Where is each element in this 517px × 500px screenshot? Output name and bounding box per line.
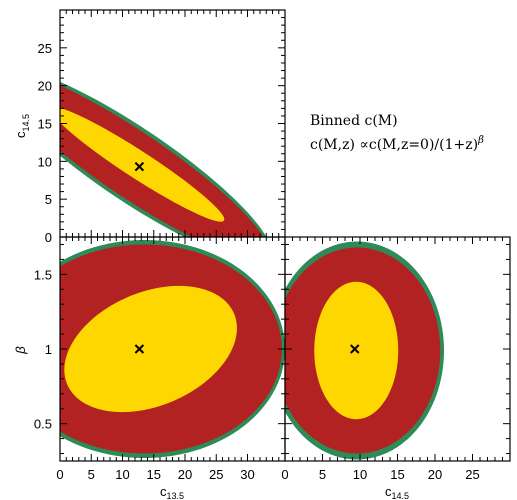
tick-label-c13-x: 20 — [178, 467, 192, 482]
tick-label-c14-x: 0 — [281, 467, 288, 482]
annotation-line2: c(M,z) ∝c(M,z=0)/(1+z)β — [310, 135, 484, 153]
xlabel-c13: c13.5 — [160, 484, 184, 500]
contour-inner-c13_vs_beta — [64, 285, 237, 413]
tick-label-c14-y: 10 — [38, 154, 52, 169]
tick-label-c14-x: 15 — [390, 467, 404, 482]
tick-label-beta-y: 1 — [45, 342, 52, 357]
fiducial-marker — [134, 161, 145, 172]
panel-c14-vs-beta — [284, 236, 511, 462]
tick-label-c13-x: 25 — [209, 467, 223, 482]
tick-label-beta-y: 1.5 — [34, 267, 52, 282]
tick-label-c14-y: 20 — [38, 79, 52, 94]
contours-c13-vs-c14 — [60, 81, 267, 237]
tick-label-beta-y: 0.5 — [34, 417, 52, 432]
annotation-line1: Binned c(M) — [310, 113, 398, 129]
ticks-c13-vs-beta — [59, 237, 286, 461]
ylabel-c14: c14.5 — [13, 114, 31, 138]
tick-labels: 0 5 10 15 20 25 0.5 1 1.5 0 5 10 15 20 25 30 0 5 10 15 20 25 — [34, 41, 480, 482]
tick-label-c13-x: 0 — [56, 467, 63, 482]
tick-label-c14-x: 5 — [319, 467, 326, 482]
tick-label-c14-y: 25 — [38, 41, 52, 56]
contour-middle-c13_vs_c14 — [60, 85, 264, 237]
fiducial-marker — [350, 344, 360, 354]
tick-label-c13-x: 30 — [240, 467, 254, 482]
tick-label-c13-x: 5 — [88, 467, 95, 482]
panel-c13-vs-beta — [59, 236, 286, 462]
xlabel-c14: c14.5 — [385, 484, 409, 500]
tick-label-c14-y: 5 — [45, 192, 52, 207]
tick-label-c14-y: 15 — [38, 117, 52, 132]
tick-label-c14-x: 20 — [428, 467, 442, 482]
contours-c14-vs-beta — [285, 241, 444, 460]
tick-label-c13-x: 10 — [115, 467, 129, 482]
fiducial-marker — [134, 344, 145, 354]
tick-label-c14-y: 0 — [45, 230, 52, 245]
tick-label-c14-x: 10 — [353, 467, 367, 482]
ylabel-beta: β — [13, 346, 28, 355]
contours-c13-vs-beta — [60, 239, 285, 459]
tick-label-c13-x: 15 — [147, 467, 161, 482]
tick-label-c14-x: 25 — [465, 467, 479, 482]
frame-c14-vs-beta — [284, 236, 511, 462]
